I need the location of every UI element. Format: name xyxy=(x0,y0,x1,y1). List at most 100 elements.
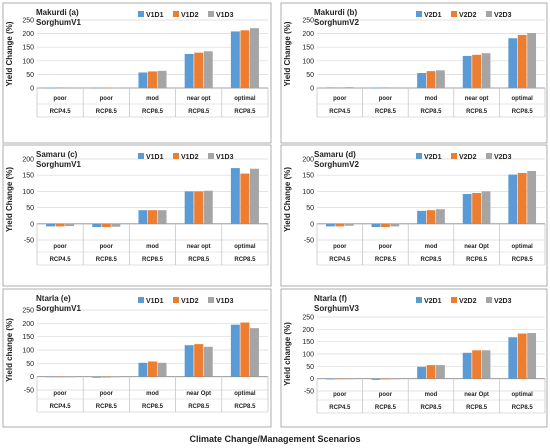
legend-swatch xyxy=(173,297,179,303)
legend-swatch xyxy=(416,11,422,17)
legend-label: V1D2 xyxy=(181,154,199,161)
bar xyxy=(380,87,390,89)
chart-panel: -50 0 50 100 150 200 poor RCP4.5 poor RCP8.5 mod RC… xyxy=(2,144,272,287)
y-tick-label: -50 xyxy=(24,238,34,245)
bar xyxy=(138,72,148,88)
bar xyxy=(481,53,491,88)
y-axis-title: Yield Change (%) xyxy=(5,21,14,86)
bar xyxy=(426,365,436,379)
bar xyxy=(184,54,194,88)
legend-swatch xyxy=(451,153,457,159)
bar xyxy=(508,38,518,88)
y-tick-label: 150 xyxy=(22,173,34,180)
bar xyxy=(517,333,527,379)
bar xyxy=(230,324,240,377)
bar xyxy=(65,376,75,378)
legend-label: V2D3 xyxy=(494,154,512,161)
bar xyxy=(517,172,527,224)
category-label: poor xyxy=(379,244,393,250)
category-label: optimal xyxy=(234,391,256,397)
y-tick-label: 50 xyxy=(26,361,34,368)
y-axis-title: Yield Change (%) xyxy=(283,21,292,86)
bar xyxy=(240,173,250,224)
y-tick-label: 50 xyxy=(306,205,314,212)
category-label: optimal xyxy=(512,96,534,102)
bar xyxy=(426,71,436,88)
bar xyxy=(472,193,482,224)
bar xyxy=(344,223,354,226)
y-tick-label: 100 xyxy=(22,189,34,196)
y-tick-label: 50 xyxy=(26,72,34,79)
bar xyxy=(55,223,65,227)
scenario-label: RCP8.5 xyxy=(512,109,534,115)
bar xyxy=(462,55,472,88)
chart-panel: -50 0 50 100 150 200 250 poor RCP4.5 poor RCP8.5 mo… xyxy=(2,288,272,428)
scenario-label: RCP8.5 xyxy=(375,405,397,411)
y-tick-label: 150 xyxy=(22,334,34,341)
scenario-label: RCP4.5 xyxy=(50,257,72,263)
bar xyxy=(325,87,335,89)
x-axis-title: Climate Change/Management Scenarios xyxy=(189,434,360,444)
panel-title: Makurdi (b) xyxy=(314,8,357,17)
legend-label: V2D1 xyxy=(424,298,442,305)
bar xyxy=(380,378,390,380)
category-label: near Opt xyxy=(186,391,211,397)
bar xyxy=(417,210,426,224)
bar xyxy=(138,210,148,224)
category-label: optimal xyxy=(234,96,256,102)
scenario-label: RCP8.5 xyxy=(142,257,164,263)
bar xyxy=(436,365,445,379)
legend-swatch xyxy=(138,11,144,17)
bar xyxy=(230,168,240,224)
legend-label: V2D2 xyxy=(459,298,477,305)
category-label: mod xyxy=(146,96,159,102)
bar xyxy=(390,223,400,227)
category-label: poor xyxy=(53,391,67,397)
scenario-label: RCP8.5 xyxy=(96,109,118,115)
category-label: poor xyxy=(53,244,67,250)
bar xyxy=(240,30,250,89)
bar xyxy=(92,376,102,378)
bar xyxy=(417,366,426,379)
panel-title: Ntarla (f) xyxy=(314,294,347,303)
bar xyxy=(194,52,204,88)
bar xyxy=(184,345,194,377)
y-axis-title: Yield change (%) xyxy=(5,318,14,382)
scenario-label: RCP8.5 xyxy=(96,404,118,410)
bar xyxy=(335,378,345,380)
legend-label: V2D1 xyxy=(424,154,442,161)
y-tick-label: 100 xyxy=(22,348,34,355)
chart-panel: 0 50 100 150 200 250 poor RCP4.5 poor RCP8.5 mod RC… xyxy=(2,2,272,144)
legend-label: V1D2 xyxy=(181,298,199,305)
chart-panel: 0 50 100 150 200 250 poor RCP4.5 poor RCP8.5 mod RC… xyxy=(280,2,548,144)
bar xyxy=(55,87,65,89)
bar xyxy=(65,87,75,89)
category-label: mod xyxy=(425,96,438,102)
bar xyxy=(101,223,111,228)
category-label: optimal xyxy=(512,244,534,250)
bar xyxy=(390,378,400,380)
bar xyxy=(462,193,472,224)
scenario-label: RCP8.5 xyxy=(375,109,397,115)
panel-title: Samaru (c) xyxy=(36,150,78,159)
bar xyxy=(325,223,335,227)
y-axis-title: Yield Change (%) xyxy=(5,167,14,232)
bar xyxy=(249,168,259,224)
y-tick-label: 200 xyxy=(22,321,34,328)
chart-panel: -50 0 50 100 150 200 250 poor RCP4.5 poor RCP8.5 mo… xyxy=(280,288,548,428)
scenario-label: RCP4.5 xyxy=(50,404,72,410)
legend-label: V2D2 xyxy=(459,12,477,19)
legend-label: V1D1 xyxy=(146,12,164,19)
legend-label: V1D3 xyxy=(216,154,234,161)
y-tick-label: 200 xyxy=(302,327,314,334)
legend-swatch xyxy=(208,11,214,17)
category-label: mod xyxy=(425,392,438,398)
y-tick-label: 200 xyxy=(22,31,34,38)
panel-border xyxy=(280,2,548,144)
scenario-label: RCP8.5 xyxy=(375,257,397,263)
category-label: poor xyxy=(100,244,114,250)
y-tick-label: 50 xyxy=(306,72,314,79)
bar xyxy=(527,33,537,88)
y-tick-label: 50 xyxy=(306,364,314,371)
bar xyxy=(203,190,213,224)
